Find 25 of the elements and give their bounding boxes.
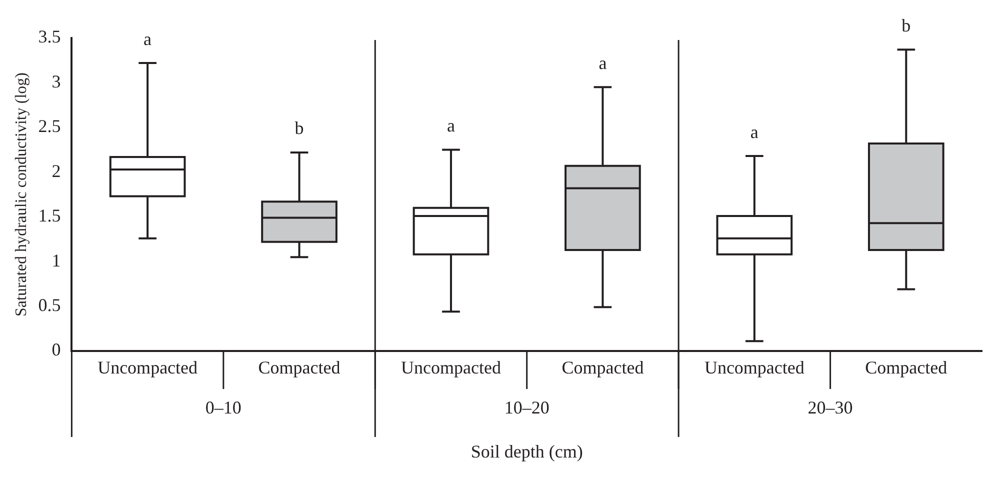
x-tick-label: Compacted xyxy=(258,358,340,378)
annotation: a xyxy=(598,52,607,73)
y-tick-label: 2.5 xyxy=(38,116,61,136)
text: 20–30 xyxy=(808,398,853,418)
y-tick-label: 3.5 xyxy=(38,26,61,47)
annotation: b xyxy=(902,15,911,36)
annotation: a xyxy=(144,28,152,49)
x-tick-label: Compacted xyxy=(562,358,644,378)
x-tick-label: Compacted xyxy=(865,358,948,378)
x-tick-label: Uncompacted xyxy=(98,358,198,378)
annotation: a xyxy=(446,116,455,136)
y-tick-label: 0.5 xyxy=(38,295,61,316)
text: 10–20 xyxy=(504,398,550,418)
text: 0–10 xyxy=(205,398,242,418)
y-axis-title: Saturated hydraulic conductivity (log) xyxy=(12,72,30,316)
annotation: a xyxy=(750,122,758,142)
y-tick-label: 3 xyxy=(52,71,61,92)
x-tick-label: Uncompacted xyxy=(704,358,804,378)
y-tick-label: 0 xyxy=(52,340,61,360)
annotation: b xyxy=(294,118,304,138)
x-axis-title: Soil depth (cm) xyxy=(470,442,583,462)
y-tick-label: 1 xyxy=(52,250,61,270)
x-tick-label: Uncompacted xyxy=(401,358,501,378)
y-tick-label: 1.5 xyxy=(38,206,61,226)
y-tick-label: 2 xyxy=(52,160,61,181)
